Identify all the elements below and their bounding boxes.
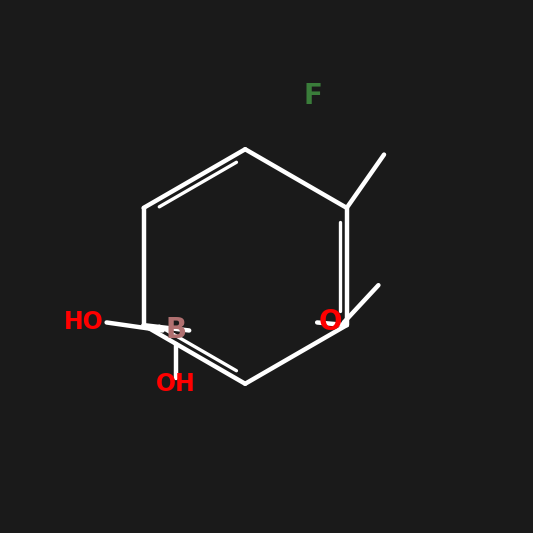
Text: B: B (165, 317, 187, 344)
Text: OH: OH (156, 372, 196, 396)
Text: O: O (319, 309, 342, 336)
Text: HO: HO (64, 310, 104, 335)
Text: F: F (304, 82, 322, 110)
